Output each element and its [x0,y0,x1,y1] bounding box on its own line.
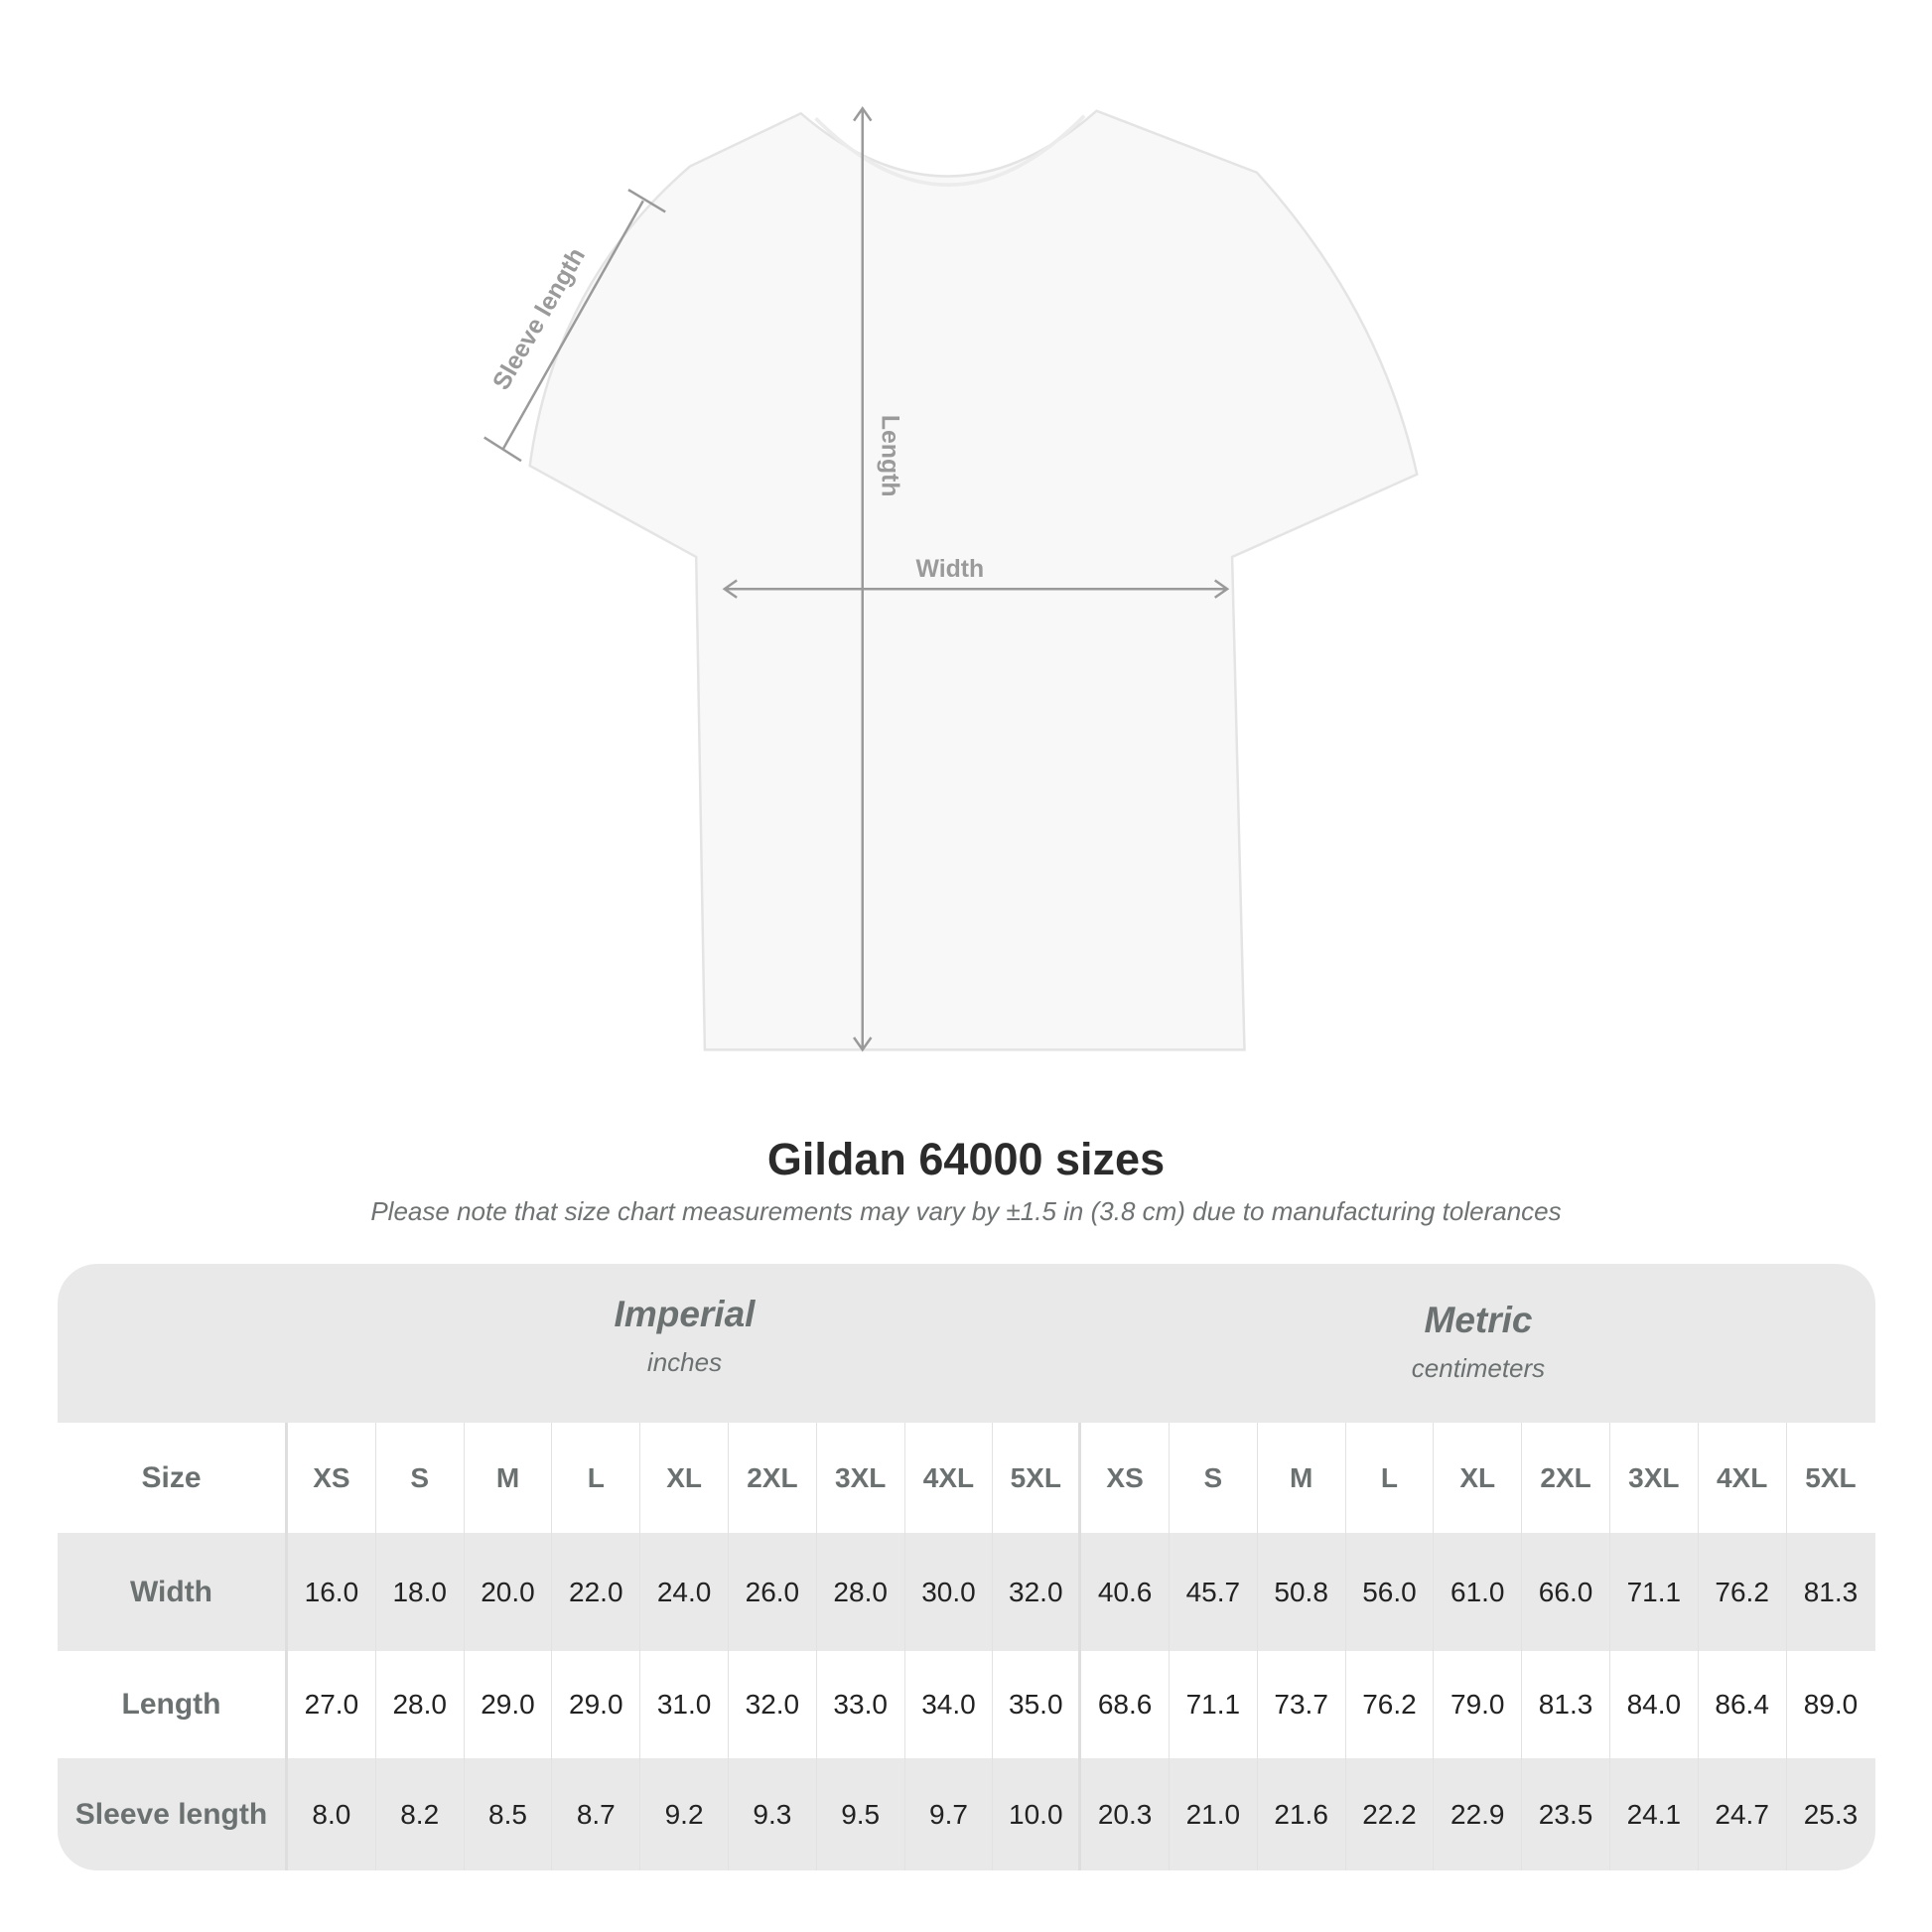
imperial-cell: 8.0 [288,1758,376,1870]
metric-cell: 20.3 [1081,1758,1170,1870]
chart-title: Gildan 64000 sizes [766,1134,1166,1184]
metric-cell: 40.6 [1081,1533,1170,1651]
width-row: Width 16.0 18.0 20.0 22.0 24.0 26.0 28.0 30.0 32.… [58,1533,1875,1651]
metric-cell: 76.2 [1699,1533,1787,1651]
imperial-cell: 9.5 [817,1758,905,1870]
sleeve-arrow [501,200,644,451]
imperial-cell: 18.0 [376,1533,465,1651]
metric-cell: 79.0 [1434,1651,1523,1758]
imperial-cell: 9.7 [905,1758,994,1870]
imperial-unit: inches [646,1347,723,1377]
metric-cell: 84.0 [1610,1651,1699,1758]
metric-cell: 25.3 [1803,1798,1859,1830]
imperial-cell: 9.3 [729,1758,817,1870]
imperial-size-header: S [376,1423,465,1533]
metric-cell: 73.7 [1258,1651,1346,1758]
imperial-cell: 26.0 [729,1533,817,1651]
metric-cell: 22.9 [1434,1758,1523,1870]
imperial-cell: 9.2 [640,1758,729,1870]
metric-cell: 24.1 [1610,1758,1699,1870]
imperial-cell: 22.0 [552,1533,641,1651]
width-label: Width [916,556,985,583]
metric-cell: 61.0 [1434,1533,1523,1651]
collar [814,114,1086,187]
imperial-size-header: 5XL [993,1423,1082,1533]
length-label: Length [877,415,903,497]
metric-cell: 81.3 [1522,1651,1610,1758]
imperial-cell: 28.0 [376,1651,465,1758]
imperial-size-header: XS [288,1423,376,1533]
imperial-cell: 31.0 [640,1651,729,1758]
metric-header: Metric centimeters [1081,1300,1875,1384]
metric-size-header: 3XL [1610,1423,1699,1533]
metric-cell: 21.6 [1258,1758,1346,1870]
metric-cell: 66.0 [1522,1533,1610,1651]
imperial-header: Imperial inches [288,1294,1081,1378]
metric-cell: 23.5 [1522,1758,1610,1870]
imperial-cell: 30.0 [905,1533,994,1651]
imperial-size-header: 4XL [905,1423,994,1533]
imperial-cell: 8.5 [465,1758,553,1870]
metric-size-header: L [1346,1423,1435,1533]
metric-cell: 56.0 [1346,1533,1435,1651]
imperial-title: Imperial [614,1294,756,1334]
imperial-cell: 16.0 [288,1533,376,1651]
metric-size-header: 5XL [1805,1461,1857,1493]
tolerance-note: Please note that size chart measurements… [370,1196,1562,1226]
imperial-cell: 29.0 [552,1651,641,1758]
metric-cell: 76.2 [1346,1651,1435,1758]
imperial-cell: 32.0 [993,1533,1082,1651]
tshirt-shape [528,109,1419,1051]
imperial-size-header: L [552,1423,641,1533]
metric-size-header: 4XL [1699,1423,1787,1533]
size-header-label: Size [58,1423,288,1533]
metric-size-header: S [1170,1423,1258,1533]
metric-cell: 71.1 [1170,1651,1258,1758]
row-label: Length [58,1651,288,1758]
metric-title: Metric [1424,1300,1533,1340]
imperial-cell: 8.2 [376,1758,465,1870]
imperial-cell: 32.0 [729,1651,817,1758]
imperial-cell: 34.0 [905,1651,994,1758]
size-row: Size XS S M L XL 2XL 3XL 4XL 5XL XS S M L XL 2XL 3XL 4XL 5… [58,1423,1875,1533]
imperial-size-header: M [465,1423,553,1533]
imperial-cell: 28.0 [817,1533,905,1651]
length-row: Length 27.0 28.0 29.0 29.0 31.0 32.0 33.0 34.0 35… [58,1651,1875,1758]
imperial-cell: 27.0 [288,1651,376,1758]
imperial-size-header: 2XL [729,1423,817,1533]
metric-cell: 22.2 [1346,1758,1435,1870]
imperial-cell: 10.0 [993,1758,1082,1870]
metric-size-header: XL [1434,1423,1523,1533]
metric-cell: 24.7 [1699,1758,1787,1870]
metric-size-header: XS [1081,1423,1170,1533]
metric-cell: 21.0 [1170,1758,1258,1870]
imperial-size-header: 3XL [817,1423,905,1533]
row-label: Width [58,1533,288,1651]
imperial-cell: 24.0 [640,1533,729,1651]
metric-cell: 86.4 [1699,1651,1787,1758]
imperial-cell: 20.0 [465,1533,553,1651]
table-header: Imperial inches Metric centimeters [58,1264,1875,1423]
metric-size-header: M [1258,1423,1346,1533]
row-label: Sleeve length [58,1758,288,1870]
metric-cell: 89.0 [1803,1689,1859,1720]
metric-cell: 71.1 [1610,1533,1699,1651]
sleeve-length-row: Sleeve length 8.0 8.2 8.5 8.7 9.2 9.3 9.5 9.7 10.… [58,1758,1875,1870]
metric-cell: 45.7 [1170,1533,1258,1651]
metric-unit: centimeters [1411,1353,1546,1383]
imperial-cell: 33.0 [817,1651,905,1758]
size-table: Imperial inches Metric centimeters Size X… [58,1264,1875,1870]
metric-cell: 68.6 [1081,1651,1170,1758]
metric-size-header: 2XL [1522,1423,1610,1533]
metric-cell: 81.3 [1803,1576,1859,1607]
imperial-size-header: XL [640,1423,729,1533]
imperial-cell: 8.7 [552,1758,641,1870]
imperial-cell: 35.0 [993,1651,1082,1758]
imperial-cell: 29.0 [465,1651,553,1758]
metric-cell: 50.8 [1258,1533,1346,1651]
